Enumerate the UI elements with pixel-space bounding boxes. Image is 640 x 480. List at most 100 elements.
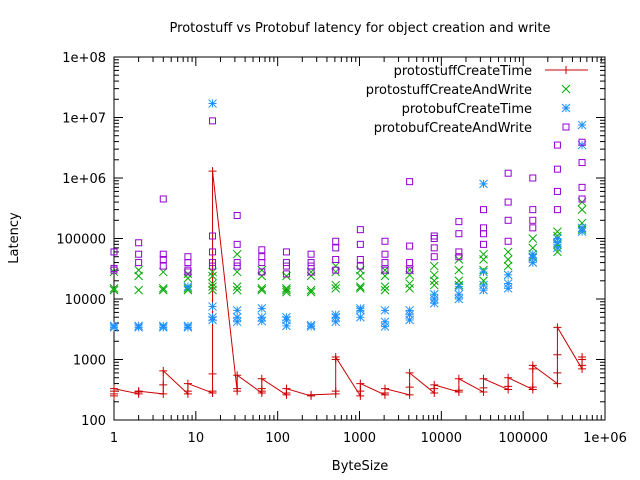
data-point: [553, 238, 562, 248]
data-point: [232, 305, 242, 315]
data-point: [406, 259, 414, 267]
data-point: [209, 262, 217, 270]
star-marker-stroke: [355, 304, 365, 313]
data-point: [159, 195, 167, 203]
data-point: [356, 226, 364, 234]
data-point: [306, 285, 316, 295]
plus-marker-stroke: [479, 374, 488, 383]
square-marker-shape: [381, 259, 389, 267]
x-marker-stroke: [257, 285, 267, 295]
square-marker-shape: [529, 206, 537, 214]
data-point: [307, 390, 316, 399]
star-marker-stroke: [208, 302, 217, 311]
data-point: [380, 285, 390, 295]
star-marker-stroke: [405, 310, 414, 320]
square-marker-shape: [356, 240, 364, 248]
square-marker-shape: [455, 230, 463, 238]
data-point: [356, 262, 364, 270]
y-tick-label: 1e+06: [62, 172, 106, 187]
data-point: [208, 99, 217, 108]
data-point: [209, 117, 217, 125]
star-marker-stroke: [553, 238, 562, 248]
data-point: [553, 323, 562, 332]
square-marker-shape: [504, 237, 512, 245]
plus-marker-stroke: [233, 371, 242, 380]
square-marker-shape: [209, 262, 217, 270]
plus-marker-stroke: [233, 384, 242, 393]
square-marker-shape: [159, 195, 167, 203]
series-protobufCreateTime: [109, 99, 587, 332]
data-point: [455, 253, 463, 261]
star-marker-stroke: [183, 282, 193, 292]
square-marker-shape: [356, 255, 364, 263]
data-point: [282, 312, 291, 322]
plus-marker-stroke: [356, 387, 365, 396]
data-point: [183, 282, 193, 292]
star-marker-stroke: [208, 312, 217, 322]
data-point: [109, 285, 119, 295]
data-point: [553, 247, 562, 257]
data-point: [479, 249, 488, 259]
star-marker-stroke: [232, 305, 242, 315]
square-marker-shape: [159, 262, 167, 270]
star-marker-stroke: [429, 289, 439, 299]
data-point: [209, 232, 217, 240]
square-marker-shape: [381, 237, 389, 245]
data-point: [110, 264, 118, 272]
data-point: [306, 287, 316, 297]
star-marker-stroke: [479, 179, 488, 189]
data-point: [381, 266, 389, 274]
data-point: [480, 206, 488, 214]
square-marker-shape: [553, 141, 561, 149]
x-marker-stroke: [282, 285, 291, 295]
data-point: [282, 259, 290, 267]
data-point: [503, 283, 513, 293]
x-marker-stroke: [134, 285, 143, 295]
data-point: [528, 361, 537, 370]
star-marker-stroke: [429, 294, 439, 304]
x-tick-label: 10: [188, 431, 205, 446]
star-marker-stroke: [331, 317, 341, 327]
data-point: [406, 242, 414, 250]
star-marker-stroke: [454, 294, 464, 304]
star-marker-stroke: [528, 249, 538, 259]
x-marker-stroke: [208, 282, 217, 292]
data-point: [135, 250, 143, 258]
square-marker-shape: [233, 240, 241, 248]
x-marker-stroke: [257, 283, 267, 293]
data-point: [430, 380, 439, 389]
star-marker-stroke: [380, 322, 390, 331]
data-point: [356, 379, 365, 388]
legend-marker: [562, 66, 570, 74]
x-marker-stroke: [405, 279, 414, 288]
x-marker-stroke: [454, 265, 464, 275]
star-marker-stroke: [158, 321, 168, 331]
data-point: [381, 250, 389, 258]
square-marker-shape: [553, 206, 561, 214]
data-point: [381, 237, 389, 245]
plus-marker-stroke: [282, 384, 291, 393]
star-marker-stroke: [257, 304, 267, 313]
data-point: [479, 280, 488, 290]
y-tick-label: 1e+07: [62, 112, 106, 127]
data-point: [257, 285, 267, 295]
data-point: [183, 387, 192, 396]
square-marker-shape: [430, 232, 438, 240]
data-point: [504, 216, 512, 224]
x-marker-stroke: [355, 282, 365, 292]
square-marker-shape: [258, 246, 266, 254]
x-marker-stroke: [380, 285, 390, 295]
data-point: [134, 387, 143, 396]
plus-marker-stroke: [208, 387, 217, 396]
data-point: [331, 280, 341, 290]
x-marker-stroke: [208, 285, 217, 295]
data-point: [430, 232, 438, 240]
data-point: [110, 248, 118, 256]
x-marker-stroke: [553, 227, 562, 236]
data-point: [208, 285, 217, 295]
star-marker-stroke: [479, 267, 488, 277]
star-marker-stroke: [134, 321, 143, 331]
square-marker-shape: [529, 224, 537, 232]
data-point: [282, 262, 290, 270]
